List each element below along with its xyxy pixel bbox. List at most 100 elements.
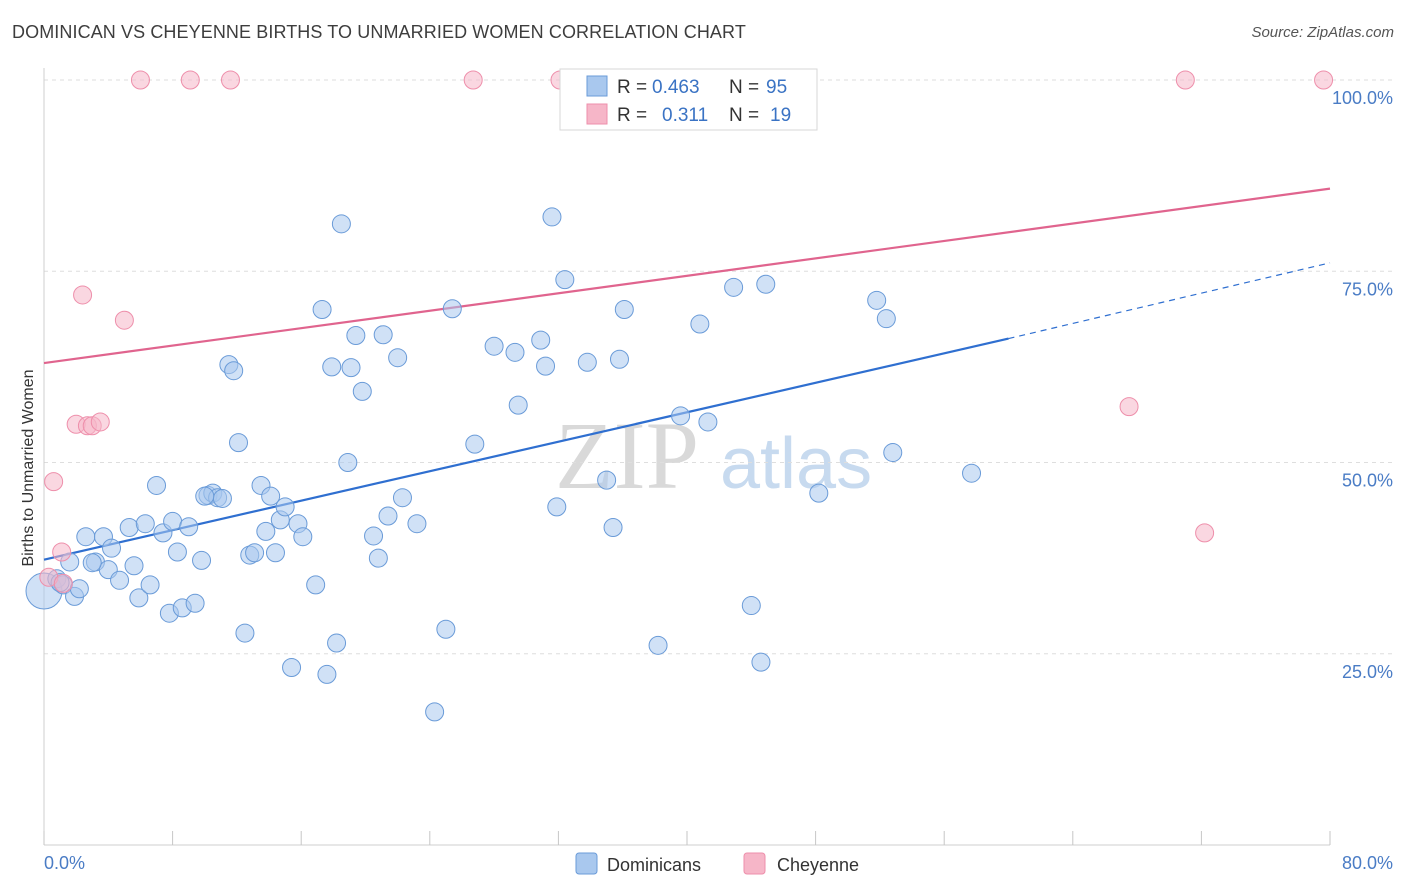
- legend-r-value-cheyenne: 0.311: [662, 105, 708, 126]
- point-dominicans-37: [256, 521, 276, 541]
- point-cheyenne-14: [52, 542, 72, 562]
- point-dominicans-53: [346, 326, 366, 346]
- legend-n-value-cheyenne: 19: [770, 105, 791, 126]
- point-dominicans-14: [129, 588, 149, 608]
- point-dominicans-38: [261, 486, 281, 506]
- point-dominicans-79: [648, 635, 668, 655]
- point-cheyenne-1: [180, 70, 200, 90]
- point-dominicans-20: [163, 511, 183, 531]
- point-dominicans-21: [167, 542, 187, 562]
- point-dominicans-23: [179, 517, 199, 537]
- point-dominicans-85: [751, 652, 771, 672]
- point-dominicans-70: [536, 356, 556, 376]
- point-dominicans-63: [436, 619, 456, 639]
- watermark-atlas: atlas: [720, 424, 872, 504]
- point-cheyenne-13: [44, 472, 64, 492]
- point-dominicans-50: [331, 214, 351, 234]
- point-dominicans-65: [465, 434, 485, 454]
- y-tick-label-100: 100.0%: [1332, 88, 1393, 108]
- series-swatch-cheyenne: [743, 852, 766, 875]
- legend-r-label-dominicans: R =: [617, 77, 647, 98]
- point-dominicans-71: [542, 207, 562, 227]
- point-dominicans-25: [192, 550, 212, 570]
- point-dominicans-75: [597, 470, 617, 490]
- point-cheyenne-2: [220, 70, 240, 90]
- y-tick-label-75: 75.0%: [1342, 279, 1393, 299]
- point-dominicans-5: [69, 579, 89, 599]
- point-dominicans-31: [224, 361, 244, 381]
- trend-line-dominicans: [43, 337, 1009, 561]
- series-legend: Dominicans Cheyenne: [575, 852, 859, 875]
- point-dominicans-83: [724, 277, 744, 297]
- point-dominicans-32: [229, 433, 249, 453]
- legend-n-label-cheyenne: N =: [729, 105, 759, 126]
- point-dominicans-84: [741, 596, 761, 616]
- point-dominicans-91: [962, 463, 982, 483]
- point-cheyenne-5: [1175, 70, 1195, 90]
- x-axis-ticks: [43, 831, 1331, 845]
- point-dominicans-74: [577, 352, 597, 372]
- point-cheyenne-18: [1195, 523, 1215, 543]
- point-dominicans-17: [147, 475, 167, 495]
- x-tick-label-min: 0.0%: [44, 853, 85, 873]
- point-dominicans-93: [82, 553, 102, 573]
- point-cheyenne-8: [114, 310, 134, 330]
- trend-line-extension-dominicans: [1008, 262, 1331, 340]
- point-dominicans-12: [119, 518, 139, 538]
- point-cheyenne-6: [1314, 70, 1334, 90]
- series-label-cheyenne: Cheyenne: [777, 855, 859, 875]
- point-dominicans-62: [425, 702, 445, 722]
- point-dominicans-76: [603, 518, 623, 538]
- point-dominicans-80: [671, 406, 691, 426]
- y-axis-tick-labels: 25.0% 50.0% 75.0% 100.0%: [1332, 88, 1393, 682]
- point-dominicans-60: [392, 488, 412, 508]
- point-dominicans-29: [212, 488, 232, 508]
- point-dominicans-6: [76, 527, 96, 547]
- point-dominicans-52: [341, 358, 361, 378]
- point-dominicans-89: [876, 309, 896, 329]
- y-axis-label: Births to Unmarried Women: [20, 369, 37, 566]
- x-tick-label-max: 80.0%: [1342, 853, 1393, 873]
- point-dominicans-39: [265, 543, 285, 563]
- source-credit: Source: ZipAtlas.com: [1251, 24, 1394, 41]
- point-dominicans-48: [322, 357, 342, 377]
- point-cheyenne-0: [130, 70, 150, 90]
- point-dominicans-81: [690, 314, 710, 334]
- point-dominicans-87: [809, 483, 829, 503]
- y-tick-label-25: 25.0%: [1342, 662, 1393, 682]
- point-dominicans-11: [110, 570, 130, 590]
- point-dominicans-46: [312, 300, 332, 319]
- point-dominicans-35: [245, 543, 265, 563]
- chart-title: DOMINICAN VS CHEYENNE BIRTHS TO UNMARRIE…: [12, 22, 746, 42]
- point-dominicans-49: [327, 633, 347, 653]
- point-dominicans-56: [368, 548, 388, 568]
- legend-n-value-dominicans: 95: [766, 77, 787, 98]
- point-dominicans-77: [609, 349, 629, 369]
- point-dominicans-16: [140, 575, 160, 595]
- legend-r-value-dominicans: 0.463: [652, 77, 700, 98]
- point-dominicans-42: [282, 658, 302, 678]
- point-dominicans-67: [505, 342, 525, 362]
- point-dominicans-51: [338, 453, 358, 472]
- point-dominicans-47: [317, 664, 337, 684]
- legend-n-label-dominicans: N =: [729, 77, 759, 98]
- series-label-dominicans: Dominicans: [607, 855, 701, 875]
- point-dominicans-82: [698, 412, 718, 432]
- legend-r-label-cheyenne: R =: [617, 105, 647, 126]
- point-dominicans-55: [364, 526, 384, 546]
- point-dominicans-78: [614, 300, 634, 319]
- trend-lines: [43, 187, 1331, 561]
- point-dominicans-88: [867, 290, 887, 310]
- point-cheyenne-12: [90, 412, 110, 432]
- point-dominicans-10: [102, 538, 122, 558]
- point-dominicans-64: [442, 299, 462, 319]
- point-dominicans-69: [531, 330, 551, 350]
- point-dominicans-86: [756, 274, 776, 294]
- point-dominicans-73: [555, 270, 575, 290]
- point-dominicans-45: [306, 575, 326, 595]
- point-cheyenne-17: [1119, 397, 1139, 417]
- gridlines: [44, 79, 1393, 655]
- correlation-legend: R = 0.463 N = 95 R = 0.311 N = 19: [559, 68, 818, 131]
- point-dominicans-44: [293, 527, 313, 547]
